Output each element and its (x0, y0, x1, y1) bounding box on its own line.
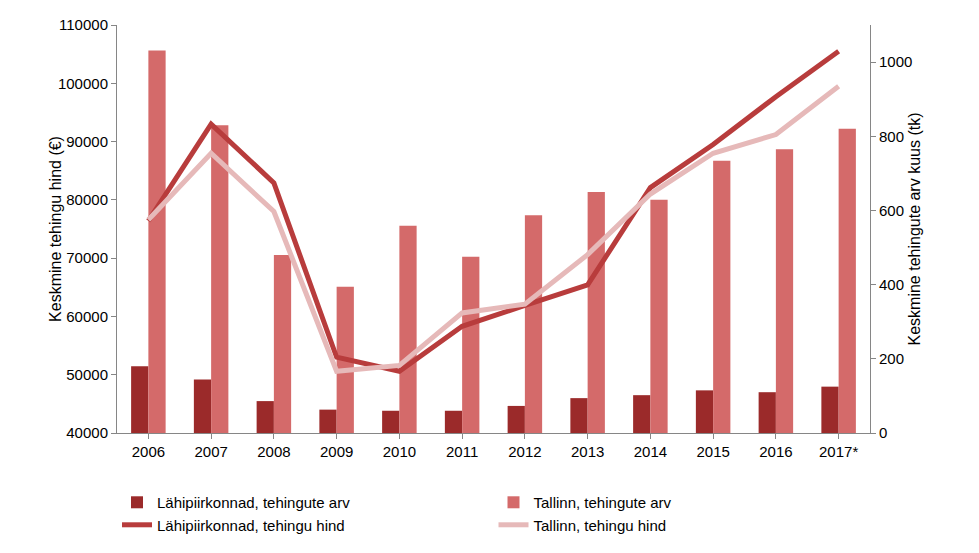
svg-text:2014: 2014 (634, 443, 667, 460)
svg-text:2010: 2010 (383, 443, 416, 460)
svg-text:2012: 2012 (508, 443, 541, 460)
svg-text:Lähipiirkonnad, tehingute arv: Lähipiirkonnad, tehingute arv (157, 494, 350, 511)
svg-text:400: 400 (879, 276, 904, 293)
svg-text:1000: 1000 (879, 53, 912, 70)
svg-text:Lähipiirkonnad, tehingu hind: Lähipiirkonnad, tehingu hind (157, 517, 345, 534)
svg-text:2008: 2008 (257, 443, 290, 460)
svg-text:600: 600 (879, 202, 904, 219)
svg-text:2016: 2016 (759, 443, 792, 460)
svg-text:Tallinn, tehingu hind: Tallinn, tehingu hind (534, 517, 667, 534)
svg-text:200: 200 (879, 350, 904, 367)
svg-text:2015: 2015 (696, 443, 729, 460)
svg-text:800: 800 (879, 128, 904, 145)
svg-text:100000: 100000 (58, 75, 108, 92)
svg-text:2011: 2011 (446, 443, 478, 460)
svg-text:70000: 70000 (66, 249, 108, 266)
svg-text:50000: 50000 (66, 366, 108, 383)
svg-text:Keskmine tehingute arv kuus (t: Keskmine tehingute arv kuus (tk) (906, 113, 923, 346)
svg-text:2006: 2006 (132, 443, 165, 460)
svg-text:Keskmine tehingu hind (€): Keskmine tehingu hind (€) (47, 136, 64, 322)
svg-text:2007: 2007 (194, 443, 227, 460)
svg-text:Tallinn, tehingute arv: Tallinn, tehingute arv (534, 494, 672, 511)
svg-text:40000: 40000 (66, 424, 108, 441)
svg-text:90000: 90000 (66, 133, 108, 150)
svg-text:0: 0 (879, 424, 887, 441)
svg-text:2009: 2009 (320, 443, 353, 460)
svg-text:80000: 80000 (66, 191, 108, 208)
svg-text:110000: 110000 (59, 16, 108, 33)
svg-text:2013: 2013 (571, 443, 604, 460)
svg-text:2017*: 2017* (819, 443, 858, 460)
svg-text:60000: 60000 (66, 308, 108, 325)
